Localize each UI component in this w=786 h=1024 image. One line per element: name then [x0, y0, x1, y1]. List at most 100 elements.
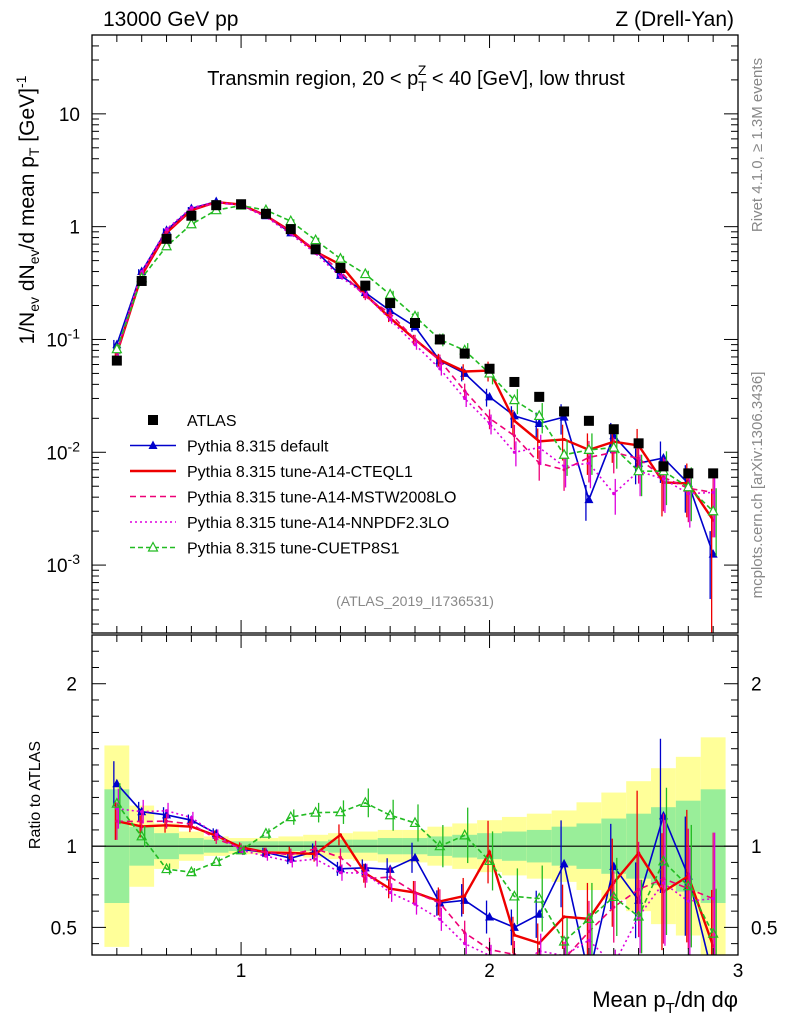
- legend-label: Pythia 8.315 tune-CUETP8S1: [187, 541, 400, 558]
- ratio-point: [463, 931, 467, 935]
- ratio-point: [584, 971, 593, 980]
- axes: [91, 34, 739, 956]
- ratio-point: [164, 819, 169, 823]
- main-point: [335, 270, 345, 279]
- y-tick-label: 10: [59, 105, 80, 126]
- main-point: [359, 267, 371, 279]
- main-point: [463, 396, 467, 401]
- ratio-point: [409, 816, 421, 828]
- ratio-point: [359, 796, 371, 807]
- main-point: [111, 342, 123, 354]
- main-point: [633, 464, 645, 476]
- main-point: [140, 269, 144, 274]
- x-tick-label: 1: [236, 961, 247, 982]
- ratio-point: [460, 895, 470, 904]
- ratio-point: [384, 808, 396, 820]
- legend-label: ATLAS: [187, 413, 237, 430]
- ratio-point: [264, 850, 268, 855]
- ratio-point: [682, 879, 694, 891]
- atlas-data-point: [534, 391, 545, 402]
- ratio-point: [260, 827, 272, 838]
- ratio-point: [112, 778, 122, 788]
- ratio-series: [92, 738, 738, 981]
- ratio-point: [388, 890, 392, 895]
- atlas-data-point: [360, 280, 371, 291]
- main-point: [338, 275, 343, 279]
- ratio-point: [235, 843, 247, 855]
- main-point: [360, 287, 370, 297]
- ratio-tick-label-right: 0.5: [751, 918, 777, 939]
- mcplots-credit: mcplots.cern.ch [arXiv:1306.3436]: [749, 372, 766, 599]
- header-right: Z (Drell-Yan): [615, 8, 734, 31]
- main-point: [463, 369, 467, 374]
- main-point: [463, 389, 467, 393]
- atlas-data-point: [459, 348, 470, 359]
- main-point: [707, 504, 719, 516]
- ratio-series-line: [116, 801, 714, 943]
- atlas-data-point: [633, 438, 644, 449]
- ratio-point: [289, 859, 293, 864]
- ratio-point: [608, 890, 620, 902]
- legend-label: Pythia 8.315 default: [187, 439, 329, 456]
- ratio-point: [334, 805, 346, 817]
- ratio-point: [161, 862, 173, 874]
- main-point: [562, 437, 566, 442]
- main-point: [534, 418, 544, 427]
- y-tick-label: 10-2: [46, 438, 80, 464]
- main-point: [711, 490, 715, 495]
- ratio-point: [388, 887, 392, 891]
- atlas-data-point: [608, 424, 619, 435]
- main-point: [583, 443, 595, 454]
- rivet-version: Rivet 4.1.0, ≥ 1.3M events: [749, 58, 766, 232]
- y-tick-label: 10-1: [46, 325, 80, 351]
- ratio-point: [711, 897, 715, 901]
- ratio-point: [463, 942, 467, 946]
- main-point: [388, 318, 392, 322]
- ratio-point: [484, 854, 496, 866]
- ratio-point: [185, 865, 197, 877]
- ratio-point: [310, 806, 322, 817]
- ratio-point: [438, 917, 442, 921]
- ratio-tick-label-left: 0.5: [51, 918, 77, 939]
- main-point: [537, 446, 541, 450]
- main-point: [558, 448, 570, 459]
- main-point: [164, 230, 169, 234]
- main-point: [384, 288, 396, 299]
- x-axis-label: Mean pT/dη dφ: [592, 987, 738, 1017]
- ratio-point: [562, 958, 565, 961]
- ratio-point: [438, 901, 442, 905]
- main-point: [584, 494, 594, 504]
- ratio-point: [583, 912, 595, 923]
- main-point: [537, 461, 541, 465]
- atlas-data-point: [658, 461, 669, 472]
- ratio-point: [538, 965, 541, 968]
- main-point: [438, 367, 442, 371]
- ratio-point: [534, 909, 544, 918]
- ratio-point: [637, 887, 641, 892]
- ratio-point: [513, 968, 516, 971]
- atlas-data-point: [285, 224, 296, 235]
- ratio-point: [587, 930, 591, 934]
- atlas-data-point: [211, 200, 222, 211]
- ratio-tick-label-right: 2: [751, 675, 762, 696]
- ratio-point: [709, 972, 718, 981]
- main-series: [111, 196, 719, 633]
- atlas-data-point: [260, 208, 271, 219]
- ratio-point: [434, 839, 446, 851]
- legend-marker: [147, 541, 159, 552]
- main-point: [533, 409, 545, 421]
- ratio-tick-label-right: 1: [751, 837, 762, 858]
- main-point: [189, 206, 193, 210]
- ratio-point: [164, 809, 169, 813]
- ratio-point: [533, 892, 545, 903]
- ratio-point: [609, 861, 619, 870]
- atlas-data-point: [509, 376, 520, 387]
- x-tick-label: 3: [733, 961, 744, 982]
- ratio-point: [338, 833, 343, 837]
- ratio-point: [558, 935, 570, 946]
- ratio-point: [338, 871, 343, 875]
- ratio-point: [459, 829, 471, 840]
- ratio-point: [463, 894, 467, 898]
- main-point: [512, 450, 516, 454]
- ratio-point: [285, 810, 297, 822]
